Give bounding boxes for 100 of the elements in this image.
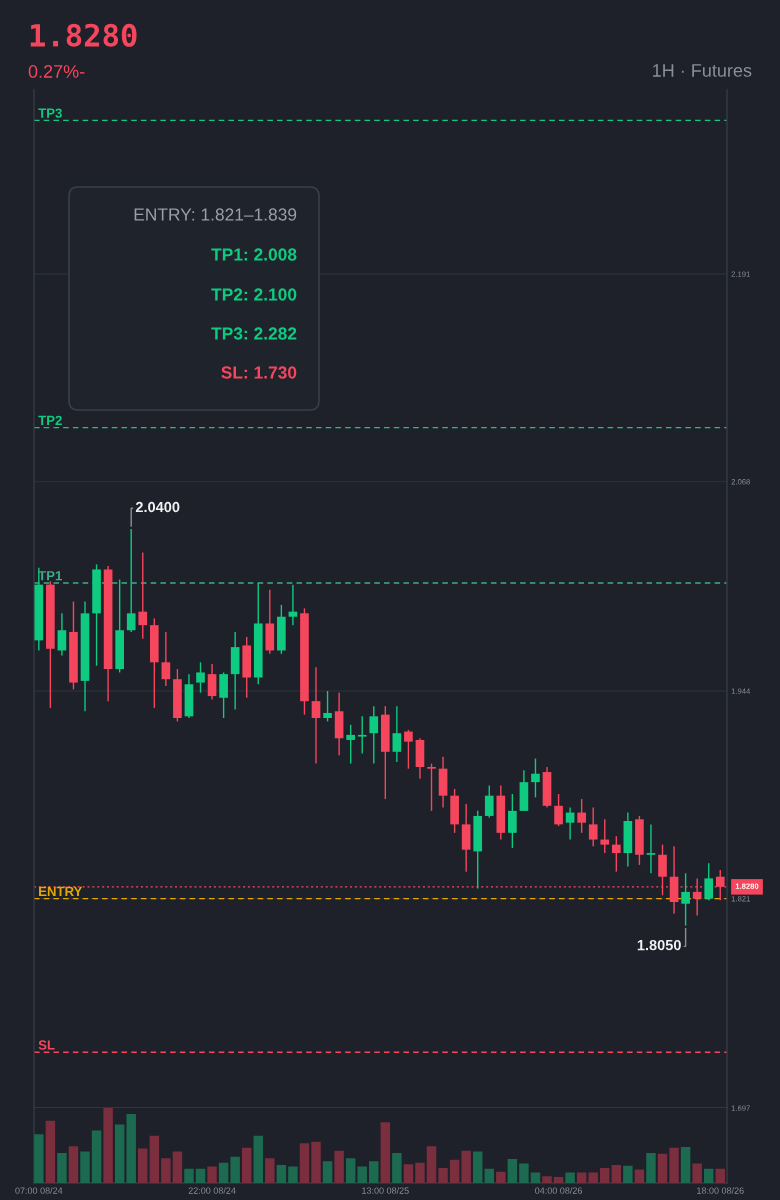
bar [230,1156,240,1183]
bar [657,1153,668,1183]
bar [172,1151,183,1183]
text: 0.27%- [28,65,85,78]
bar [357,1166,367,1183]
bar [507,1159,518,1183]
annotation: 2.0400 [135,501,180,513]
bar [149,1135,160,1183]
bar [426,1146,437,1183]
bar [588,1172,598,1183]
bar [669,1147,679,1183]
bar [265,1158,275,1183]
bar [207,1166,217,1183]
bar [449,1159,460,1183]
candlestick [427,762,436,812]
bar [703,1168,714,1183]
bar [600,1168,610,1183]
bar [403,1164,414,1183]
bar [680,1147,691,1183]
bar [530,1172,541,1183]
candlestick [484,784,494,819]
chart-subtitle: 1H · Futures [653,64,752,77]
candlestick [600,818,610,854]
annotation: SL: 1.730 [221,366,297,379]
bar [103,1108,113,1183]
x-tick-label: 07:00 08/24 [15,1187,63,1194]
ref-line-label: TP2 [38,415,62,425]
bar [472,1151,483,1183]
bar [553,1177,564,1183]
bar [218,1162,229,1183]
ref-line-label: TP3 [38,108,62,118]
bar [380,1122,391,1183]
bar [57,1153,67,1183]
bar [195,1168,206,1183]
annotation: TP1: 2.008 [211,248,297,261]
annotation: TP2: 2.100 [211,288,297,301]
candlestick [554,793,563,827]
bar [496,1171,506,1183]
bar [311,1141,321,1183]
candlestick [288,583,298,626]
bar [565,1172,575,1183]
candlestick [611,835,621,873]
candlestick [161,631,171,687]
bar [438,1168,448,1183]
candlestick [508,793,517,849]
candlestick [681,872,690,927]
bar [253,1135,263,1183]
candlestick [207,663,217,701]
bar [345,1158,356,1183]
annotation: TP3: 2.282 [211,327,297,340]
ref-line-label: ENTRY [39,886,83,896]
bar [45,1120,56,1183]
bar [184,1168,194,1183]
bar [576,1172,587,1183]
candlestick [646,823,656,875]
candlestick [704,862,714,902]
bar [484,1168,494,1183]
bar [80,1151,90,1183]
bar [692,1163,702,1183]
x-tick-label: 04:00 08/26 [535,1187,583,1194]
candlestick [392,705,402,763]
bar [542,1176,552,1183]
candlestick [311,666,321,765]
ref-line-label: SL [38,1040,55,1050]
candlestick [588,806,598,848]
bar [369,1161,379,1183]
text: 1.8280 [30,23,137,47]
candlestick [323,690,332,723]
bar [611,1165,622,1183]
annotation: 1.8050 [637,939,681,951]
candlestick [57,612,67,657]
candlestick [219,671,228,719]
bar [334,1150,344,1183]
bar [715,1168,725,1183]
bar [415,1162,425,1183]
bar [161,1158,171,1183]
x-tick-label: 18:00 08/26 [697,1187,744,1194]
candlestick [357,715,367,755]
bar [91,1130,102,1183]
bar [461,1150,471,1183]
candlestick [346,724,355,765]
candlestick [138,551,148,640]
candlestick [565,806,575,841]
x-tick-label: 13:00 08/25 [362,1187,409,1194]
bar [634,1169,645,1183]
bar [276,1165,287,1183]
annotation: ENTRY: 1.821–1.839 [134,208,297,221]
candlestick [369,705,379,765]
candlestick [577,798,586,834]
bar [299,1143,310,1183]
bar [392,1153,402,1183]
bar [288,1166,298,1183]
bar [34,1134,44,1183]
candlestick [531,757,540,799]
candlestick [404,729,413,770]
bar [138,1148,148,1183]
bar [114,1124,125,1183]
bar [646,1153,656,1183]
candlestick [126,528,136,633]
bar [623,1165,633,1183]
